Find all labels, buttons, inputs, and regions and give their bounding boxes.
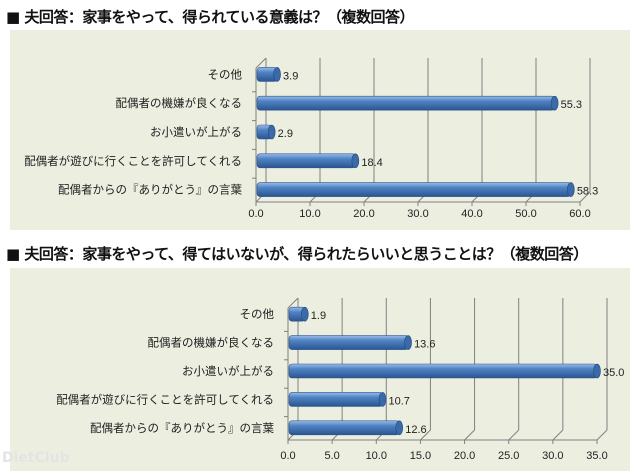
data-label: 1.9 bbox=[311, 310, 326, 322]
x-tick-label: 50.0 bbox=[515, 208, 536, 220]
floor-line bbox=[420, 429, 431, 441]
bar bbox=[256, 153, 356, 169]
chart1-title: ■ 夫回答：家事をやって、得られている意義は？（複数回答） bbox=[6, 8, 414, 26]
category-label: 配偶者が遊びに行くことを許可してくれる bbox=[56, 392, 274, 406]
x-tick-label: 0.0 bbox=[248, 208, 263, 220]
y-axis-top bbox=[287, 297, 299, 309]
x-tick-label: 10.0 bbox=[366, 450, 387, 462]
data-label: 58.3 bbox=[577, 186, 598, 198]
data-label: 10.7 bbox=[388, 395, 409, 407]
x-tick-label: 25.0 bbox=[498, 450, 519, 462]
bar-end-cap bbox=[273, 67, 281, 82]
x-tick-label: 20.0 bbox=[353, 208, 374, 220]
data-label: 2.9 bbox=[278, 128, 293, 140]
bar bbox=[288, 420, 400, 436]
x-tick-label: 10.0 bbox=[299, 208, 320, 220]
x-tick-label: 60.0 bbox=[569, 208, 590, 220]
x-tick-label: 40.0 bbox=[461, 208, 482, 220]
chart1-panel: 0.0 10.0 20.0 30.0 40.0 50.0 60.0 その他 3.9 配偶者の機嫌が… bbox=[10, 30, 630, 230]
data-label: 18.4 bbox=[361, 157, 382, 169]
bar-end-cap bbox=[395, 420, 404, 436]
floor-line bbox=[596, 429, 608, 441]
data-label: 12.6 bbox=[405, 424, 426, 436]
bar bbox=[288, 363, 598, 379]
chart2-title: ■ 夫回答：家事をやって、得てはいないが、得られたらいいと思うことは？（複数回答… bbox=[6, 245, 588, 263]
floor-line bbox=[464, 429, 475, 441]
floor-line bbox=[579, 191, 591, 203]
data-label: 55.3 bbox=[561, 99, 582, 111]
watermark-logo: DietClub bbox=[2, 450, 70, 466]
x-tick-label: 20.0 bbox=[454, 450, 475, 462]
floor-line bbox=[508, 429, 520, 441]
y-axis-top bbox=[255, 57, 267, 69]
bar-end-cap bbox=[267, 124, 276, 140]
x-tick-label: 15.0 bbox=[410, 450, 431, 462]
category-label: お小遣いが上がる bbox=[182, 364, 274, 378]
category-label: 配偶者の機嫌が良くなる bbox=[116, 96, 243, 110]
category-label: お小遣いが上がる bbox=[150, 125, 242, 139]
x-tick-label: 5.0 bbox=[324, 450, 339, 462]
category-label: 配偶者の機嫌が良くなる bbox=[148, 336, 275, 350]
category-label: 配偶者からの『ありがとう』の言葉 bbox=[58, 183, 242, 197]
bar-end-cap bbox=[378, 392, 387, 407]
chart2-panel: 0.0 5.0 10.0 15.0 20.0 25.0 30.0 35.0 その他 1.9 配偶者の… bbox=[10, 268, 630, 471]
category-label: 配偶者が遊びに行くことを許可してくれる bbox=[24, 154, 242, 168]
x-tick-label: 35.0 bbox=[586, 450, 607, 462]
category-label: その他 bbox=[208, 67, 243, 81]
category-label: 配偶者からの『ありがとう』の言葉 bbox=[90, 421, 274, 435]
chart2-svg: 0.0 5.0 10.0 15.0 20.0 25.0 30.0 35.0 その他 1.9 配偶者の… bbox=[56, 297, 624, 462]
bar bbox=[288, 392, 383, 407]
bar bbox=[256, 95, 555, 111]
chart1-svg: 0.0 10.0 20.0 30.0 40.0 50.0 60.0 その他 3.9 配偶者の機嫌が… bbox=[24, 57, 598, 220]
bar-end-cap bbox=[593, 363, 601, 379]
x-tick-label: 30.0 bbox=[407, 208, 428, 220]
bar-end-cap bbox=[351, 153, 360, 169]
data-label: 3.9 bbox=[283, 70, 298, 82]
data-label: 13.6 bbox=[414, 339, 435, 351]
floor-line bbox=[552, 429, 564, 441]
bar-end-cap bbox=[404, 335, 412, 350]
bar bbox=[288, 335, 409, 350]
bar-end-cap bbox=[550, 95, 559, 111]
category-label: その他 bbox=[240, 307, 275, 321]
bar-end-cap bbox=[300, 306, 309, 322]
x-tick-label: 0.0 bbox=[280, 450, 295, 462]
data-label: 35.0 bbox=[603, 367, 624, 379]
bar-end-cap bbox=[567, 182, 575, 197]
x-tick-label: 30.0 bbox=[542, 450, 563, 462]
bar bbox=[256, 182, 572, 197]
